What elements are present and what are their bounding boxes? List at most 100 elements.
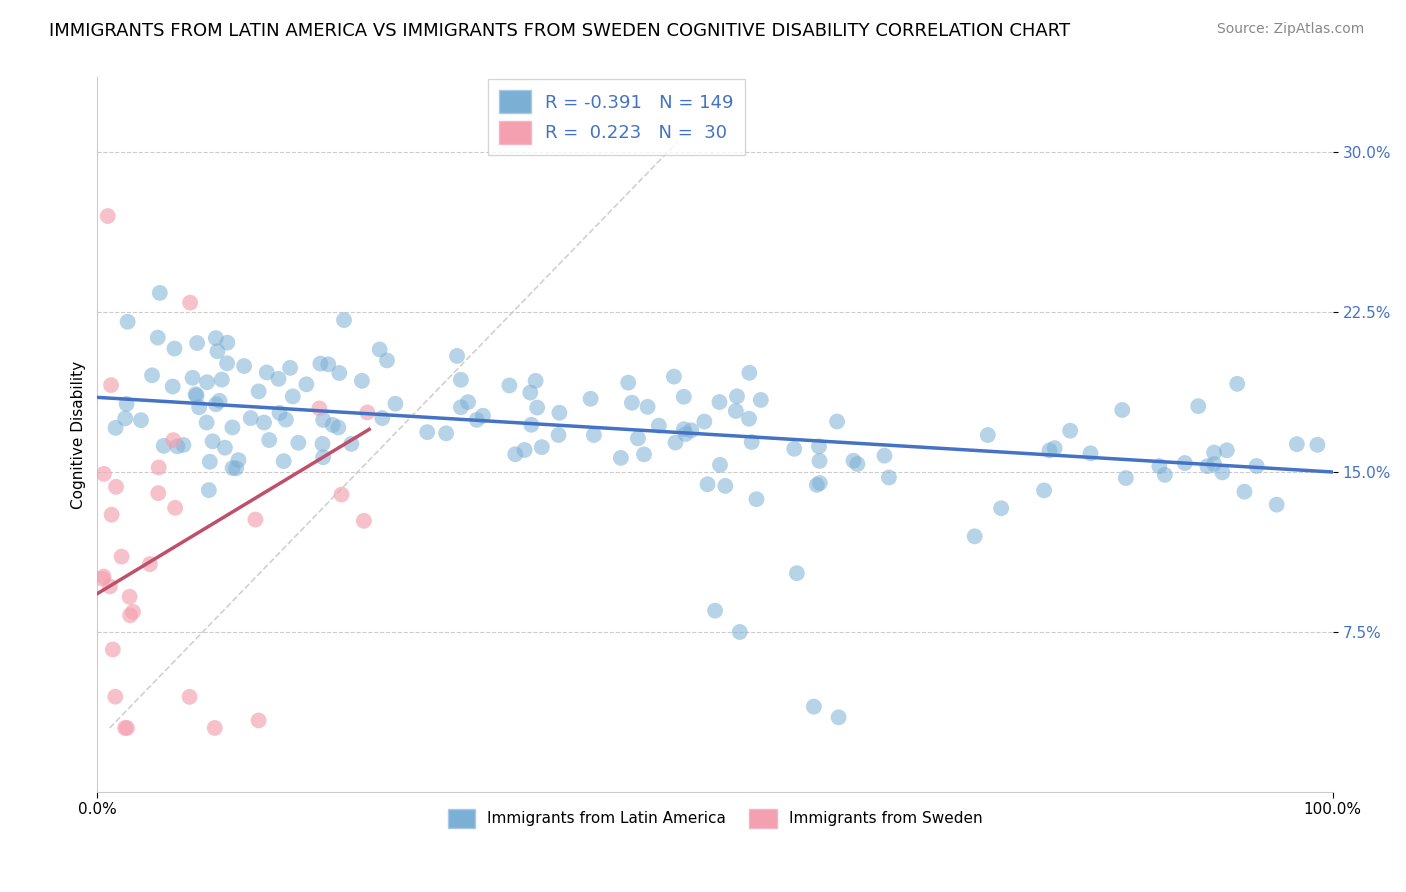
Point [181, 371, 204, 385]
Point [120, 608, 142, 623]
Point [457, 395, 479, 409]
Point [245, 512, 267, 526]
Point [97, 209, 120, 223]
Point [783, 442, 806, 456]
Point [620, 396, 643, 410]
Point [1187, 399, 1209, 413]
Point [526, 401, 548, 415]
Point [148, 460, 170, 475]
Point [257, 433, 280, 447]
Point [201, 434, 224, 449]
Point [808, 454, 831, 468]
Point [115, 721, 138, 735]
Point [330, 487, 353, 501]
Point [1033, 483, 1056, 498]
Point [1202, 445, 1225, 459]
Text: IMMIGRANTS FROM LATIN AMERICA VS IMMIGRANTS FROM SWEDEN COGNITIVE DISABILITY COR: IMMIGRANTS FROM LATIN AMERICA VS IMMIGRA… [49, 22, 1070, 40]
Point [114, 411, 136, 425]
Point [105, 480, 128, 494]
Point [333, 313, 356, 327]
Point [179, 295, 201, 310]
Point [312, 450, 335, 465]
Point [696, 477, 718, 491]
Point [104, 421, 127, 435]
Point [368, 343, 391, 357]
Point [311, 437, 333, 451]
Point [233, 359, 256, 373]
Point [129, 413, 152, 427]
Point [1149, 459, 1171, 474]
Point [93, 569, 115, 583]
Point [316, 357, 339, 371]
Point [211, 373, 233, 387]
Point [375, 353, 398, 368]
Point [633, 447, 655, 461]
Point [267, 372, 290, 386]
Point [1285, 437, 1308, 451]
Point [163, 342, 186, 356]
Point [93, 467, 115, 481]
Point [152, 439, 174, 453]
Point [322, 417, 344, 432]
Point [309, 357, 332, 371]
Point [582, 428, 605, 442]
Point [877, 470, 900, 484]
Point [1059, 424, 1081, 438]
Point [672, 422, 695, 436]
Point [524, 374, 547, 388]
Point [728, 625, 751, 640]
Point [1246, 458, 1268, 473]
Point [681, 423, 703, 437]
Point [709, 458, 731, 472]
Point [548, 406, 571, 420]
Point [725, 389, 748, 403]
Point [205, 331, 228, 345]
Point [221, 461, 243, 475]
Point [115, 397, 138, 411]
Point [208, 393, 231, 408]
Point [1197, 459, 1219, 474]
Point [273, 454, 295, 468]
Point [225, 461, 247, 475]
Text: Source: ZipAtlas.com: Source: ZipAtlas.com [1216, 22, 1364, 37]
Point [579, 392, 602, 406]
Point [446, 349, 468, 363]
Point [617, 376, 640, 390]
Point [714, 479, 737, 493]
Point [104, 690, 127, 704]
Point [117, 315, 139, 329]
Point [1265, 498, 1288, 512]
Point [371, 411, 394, 425]
Point [328, 366, 350, 380]
Point [963, 529, 986, 543]
Point [353, 514, 375, 528]
Point [803, 699, 825, 714]
Point [637, 400, 659, 414]
Point [149, 285, 172, 300]
Point [704, 604, 727, 618]
Point [221, 420, 243, 434]
Point [1226, 376, 1249, 391]
Point [98, 579, 121, 593]
Point [139, 557, 162, 571]
Point [312, 413, 335, 427]
Point [827, 710, 849, 724]
Point [1233, 484, 1256, 499]
Point [1080, 446, 1102, 460]
Y-axis label: Cognitive Disability: Cognitive Disability [72, 360, 86, 508]
Point [450, 401, 472, 415]
Point [530, 440, 553, 454]
Point [118, 590, 141, 604]
Point [195, 376, 218, 390]
Point [1204, 457, 1226, 471]
Point [100, 508, 122, 522]
Point [253, 416, 276, 430]
Point [256, 366, 278, 380]
Point [786, 566, 808, 581]
Point [269, 406, 291, 420]
Point [513, 442, 536, 457]
Point [122, 605, 145, 619]
Point [205, 397, 228, 411]
Point [825, 415, 848, 429]
Point [738, 366, 761, 380]
